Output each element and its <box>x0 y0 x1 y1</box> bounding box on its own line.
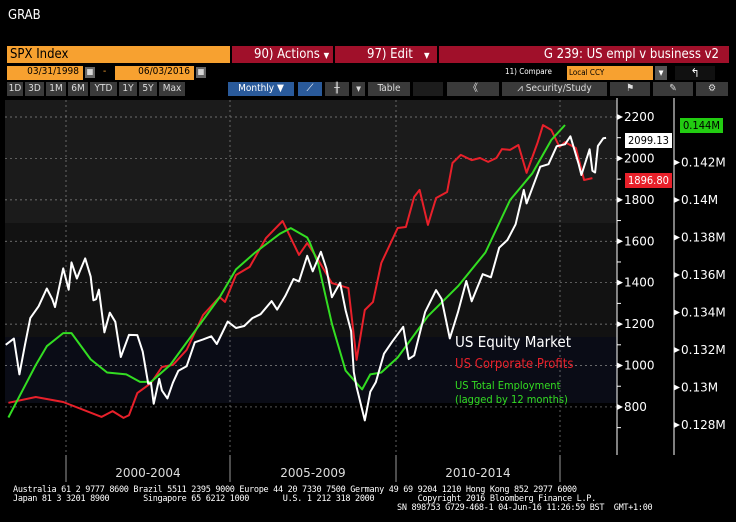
edit-icon[interactable]: ✎ <box>653 82 693 96</box>
calendar-icon[interactable]: ▦ <box>196 67 206 78</box>
legend-equity: US Equity Market <box>455 333 572 351</box>
dropdown-icon: ▼ <box>323 51 330 60</box>
tick-left <box>617 114 623 120</box>
x-period-label: 2000-2004 <box>115 466 180 480</box>
tick-right <box>674 422 680 428</box>
table-button[interactable]: Table <box>368 82 410 96</box>
left-tick-label: 1600 <box>624 234 655 248</box>
x-period-label: 2010-2014 <box>445 466 510 480</box>
collapse-button[interactable]: 《 <box>447 82 499 96</box>
footer-session: SN 898753 G729-468-1 04-Jun-16 11:26:59 … <box>397 503 653 513</box>
left-tick-label: 1400 <box>624 276 655 290</box>
range-button-3d[interactable]: 3D <box>25 82 44 96</box>
tick-right <box>674 159 680 166</box>
tick-left <box>617 279 623 286</box>
right-tick-label: 0.142M <box>681 156 726 170</box>
tick-right <box>674 347 680 353</box>
plot-band <box>5 337 617 403</box>
back-arrow-icon[interactable]: ↰ <box>675 66 715 80</box>
tick-left <box>617 403 623 410</box>
line-chart-icon[interactable]: ⟋ <box>298 82 322 96</box>
range-button-5y[interactable]: 5Y <box>139 82 157 96</box>
range-button-max[interactable]: Max <box>159 82 185 96</box>
equity-line <box>5 135 607 422</box>
actions-menu[interactable]: 90) Actions ▼ <box>232 46 333 63</box>
footer-contacts-1: Australia 61 2 9777 8600 Brazil 5511 239… <box>13 485 577 495</box>
plot-band <box>5 223 617 337</box>
calendar-icon[interactable]: ▦ <box>85 67 95 78</box>
edit-label: 97) Edit <box>367 47 413 62</box>
period-select[interactable]: Monthly ▼ <box>228 82 294 96</box>
footer-contacts-2: Japan 81 3 3201 8900 Singapore 65 6212 1… <box>13 494 596 504</box>
employment-last-value: 0.144M <box>680 118 723 133</box>
tick-right <box>674 197 680 203</box>
left-tick-label: 800 <box>624 400 647 414</box>
tick-left <box>617 196 623 203</box>
right-tick-label: 0.138M <box>681 231 726 245</box>
right-tick-label: 0.13M <box>681 381 718 395</box>
tick-left <box>617 238 623 245</box>
flag-icon[interactable]: ⚑ <box>610 82 650 96</box>
right-tick-label: 0.14M <box>681 193 718 207</box>
window-title: GRAB <box>8 8 41 23</box>
x-period-label: 2005-2009 <box>280 466 345 480</box>
end-date-input[interactable]: 06/03/2016 <box>115 66 194 80</box>
right-tick-label: 0.136M <box>681 268 726 282</box>
profits-line <box>8 124 593 419</box>
dropdown-icon: ▼ <box>423 51 430 60</box>
security-study-button[interactable]: ⩘ Security/Study <box>502 82 607 96</box>
study-icon: ⩘ <box>517 83 526 94</box>
chart-type-dropdown-icon[interactable]: ▼ <box>352 82 365 96</box>
right-tick-label: 0.134M <box>681 306 726 320</box>
left-tick-label: 1000 <box>624 359 655 373</box>
right-tick-label: 0.132M <box>681 343 726 357</box>
left-tick-label: 2000 <box>624 151 655 165</box>
tick-right <box>674 234 680 241</box>
tick-right <box>674 384 680 391</box>
tick-right <box>674 309 680 316</box>
chart: 2200 2000 1800 1600 1400 1200 1000 800 0.142M 0.1… <box>5 98 726 482</box>
left-tick-label: 1200 <box>624 317 655 331</box>
plot-band <box>5 100 617 223</box>
toolbar-spacer <box>413 82 443 96</box>
legend-employment-note: (lagged by 12 months) <box>455 393 568 406</box>
legend-profits: US Corporate Profits <box>455 357 574 372</box>
legend-employment: US Total Employment <box>455 379 561 392</box>
security-study-label: Security/Study <box>525 83 592 94</box>
range-button-ytd[interactable]: YTD <box>90 82 117 96</box>
range-button-1d[interactable]: 1D <box>7 82 23 96</box>
security-field[interactable]: SPX Index <box>7 46 230 63</box>
range-button-1y[interactable]: 1Y <box>119 82 137 96</box>
tick-left <box>617 155 623 162</box>
equity-last-value: 2099.13 <box>625 133 672 148</box>
tick-left <box>617 362 623 369</box>
range-button-6m[interactable]: 6M <box>68 82 88 96</box>
right-tick-label: 0.128M <box>681 418 726 432</box>
employment-line <box>7 124 566 418</box>
currency-dropdown-icon[interactable]: ▼ <box>655 66 667 80</box>
chart-title: G 239: US empl v business v2 <box>439 46 729 63</box>
compare-label: 11) Compare <box>505 67 552 76</box>
actions-label: 90) Actions <box>254 47 320 62</box>
bar-chart-icon[interactable]: ╫ <box>325 82 349 96</box>
left-tick-label: 1800 <box>624 193 655 207</box>
edit-menu[interactable]: 97) Edit ▼ <box>335 46 437 63</box>
gear-icon[interactable]: ⚙ <box>696 82 728 96</box>
profits-last-value: 1896.80 <box>625 173 672 188</box>
tick-left <box>617 321 623 328</box>
left-tick-label: 2200 <box>624 110 655 124</box>
tick-right <box>674 272 680 278</box>
currency-select[interactable]: Local CCY <box>567 66 653 80</box>
date-separator: - <box>103 66 107 77</box>
start-date-input[interactable]: 03/31/1998 <box>7 66 83 80</box>
range-button-1m[interactable]: 1M <box>46 82 66 96</box>
